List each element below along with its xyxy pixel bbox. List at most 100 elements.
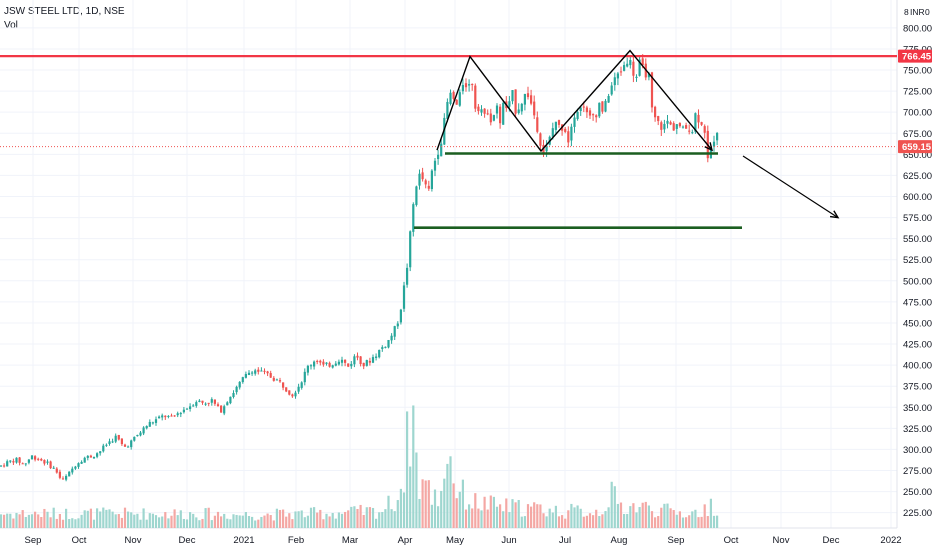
volume-bar (477, 508, 480, 528)
double-top-pattern (436, 49, 713, 153)
volume-bar (399, 488, 402, 528)
candle-up (176, 413, 179, 416)
volume-bar (551, 512, 554, 528)
candle-up (238, 381, 241, 388)
volume-bar (530, 506, 533, 528)
candle-down (526, 93, 530, 98)
candle-up (92, 456, 96, 459)
candle-up (204, 403, 207, 405)
resistance-price-badge-label: 766.45 (902, 52, 932, 63)
volume-bar (502, 511, 505, 528)
candle-up (189, 406, 192, 409)
volume-bar (117, 514, 120, 528)
volume-bar (241, 515, 244, 528)
currency-label: INR (910, 7, 925, 17)
candle-up (629, 60, 632, 66)
x-tick-label: Jul (559, 535, 571, 546)
volume-bar (34, 511, 37, 528)
candle-up (254, 370, 257, 374)
volume-bar (55, 518, 58, 528)
candle-up (638, 59, 641, 76)
volume-bar (167, 518, 170, 528)
candle-up (412, 204, 415, 232)
volume-bars (0, 405, 719, 528)
candle-up (192, 405, 195, 407)
volume-bar (604, 511, 607, 528)
volume-bar (309, 507, 313, 528)
candle-up (297, 386, 300, 392)
candle-up (598, 102, 601, 117)
volume-bar (185, 519, 189, 528)
volume-bar (77, 518, 80, 528)
candle-down (43, 460, 46, 464)
candle-down (685, 125, 688, 129)
volume-bar (623, 513, 626, 528)
candle-down (619, 71, 623, 73)
volume-bar (108, 509, 111, 528)
candle-down (672, 123, 675, 131)
volume-bar (430, 504, 433, 528)
volume-bar (21, 510, 24, 528)
candle-up (626, 63, 629, 67)
candle-up (300, 382, 303, 388)
candle-down (18, 457, 21, 463)
candle-up (303, 371, 306, 383)
y-tick-label: 400.00 (903, 361, 932, 372)
volume-bar (691, 511, 694, 528)
x-tick-label: Aug (611, 535, 628, 546)
y-tick-label: 300.00 (903, 445, 932, 456)
volume-bar (536, 504, 539, 528)
volume-bar (554, 505, 557, 528)
volume-bar (573, 507, 576, 528)
volume-bar (111, 511, 114, 528)
volume-bar (657, 516, 660, 528)
y-tick-label: 550.00 (903, 234, 932, 245)
candle-down (427, 185, 430, 189)
candle-up (337, 361, 340, 365)
volume-bar (15, 512, 18, 528)
candle-up (241, 377, 244, 383)
candle-up (210, 399, 213, 403)
volume-bar (440, 490, 443, 528)
volume-bar (387, 495, 390, 528)
volume-bar (474, 493, 477, 528)
volume-bar (238, 515, 241, 528)
candle-down (123, 444, 127, 447)
candle-down (660, 122, 663, 130)
candle-up (151, 422, 154, 424)
volume-bar (43, 508, 46, 528)
y-tick-label: 375.00 (903, 382, 932, 393)
volume-bar (700, 516, 703, 528)
volume-bar (136, 513, 139, 528)
volume-bar (316, 512, 319, 528)
candle-down (477, 106, 480, 112)
volume-bar (443, 478, 446, 528)
candle-up (495, 105, 499, 114)
candle-down (263, 370, 266, 372)
volume-bar (632, 503, 635, 528)
candle-up (381, 347, 384, 349)
candle-down (319, 360, 322, 363)
volume-bar (9, 513, 12, 528)
volume-bar (626, 514, 629, 528)
volume-bar (520, 516, 523, 528)
candle-up (458, 92, 461, 106)
x-tick-label: Nov (125, 535, 142, 546)
volume-bar (716, 515, 719, 528)
volume-bar (424, 480, 427, 528)
candle-down (489, 113, 492, 123)
volume-bar (232, 514, 235, 528)
candle-down (120, 438, 123, 445)
volume-bar (402, 492, 406, 528)
x-tick-label: Jun (501, 535, 516, 546)
x-tick-label: Feb (288, 535, 304, 546)
candle-down (464, 83, 468, 88)
candle-up (502, 102, 505, 125)
candle-up (334, 363, 337, 366)
volume-bar (709, 498, 712, 528)
candle-down (567, 131, 570, 143)
volume-bar (356, 509, 359, 528)
candle-up (387, 339, 390, 348)
candle-up (716, 133, 719, 141)
